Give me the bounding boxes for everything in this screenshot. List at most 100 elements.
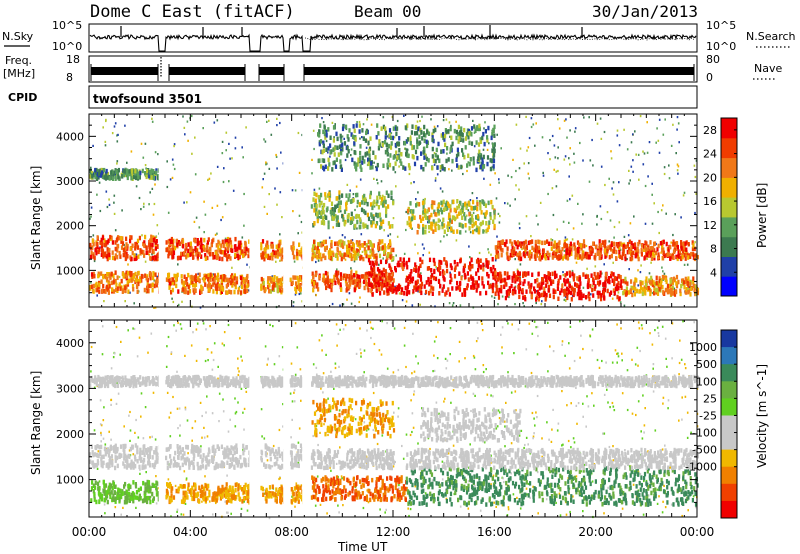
echo-cell	[346, 153, 349, 158]
echo-cell	[444, 133, 447, 139]
echo-cell	[511, 275, 514, 281]
echo-cell	[438, 259, 441, 265]
echo-cell	[337, 332, 340, 336]
echo-cell	[543, 240, 546, 245]
echo-cell	[115, 282, 118, 288]
echo-cell	[500, 252, 503, 258]
echo-cell	[386, 165, 389, 170]
echo-cell	[569, 163, 571, 166]
echo-cell	[541, 277, 544, 282]
echo-cell	[273, 250, 276, 256]
echo-cell	[379, 217, 382, 222]
echo-cell	[557, 281, 560, 286]
echo-cell	[108, 430, 110, 433]
echo-cell	[504, 202, 506, 205]
echo-cell	[171, 280, 175, 285]
echo-cell	[505, 290, 508, 295]
echo-cell	[551, 134, 554, 138]
echo-cell	[331, 278, 334, 284]
echo-cell	[176, 256, 180, 261]
echo-cell	[181, 300, 183, 303]
echo-cell	[503, 271, 506, 276]
echo-cell	[342, 124, 345, 129]
echo-cell	[197, 251, 200, 257]
echo-cell	[128, 171, 131, 177]
echo-cell	[183, 126, 186, 129]
echo-cell	[487, 125, 490, 131]
echo-cell	[179, 323, 182, 326]
echo-cell	[385, 149, 388, 155]
echo-cell	[266, 240, 269, 245]
echo-cell	[100, 440, 102, 443]
echo-cell	[335, 222, 338, 227]
echo-cell	[428, 230, 430, 233]
echo-cell	[201, 277, 204, 280]
echo-cell	[612, 272, 615, 277]
echo-cell	[409, 433, 412, 437]
echo-cell	[484, 203, 487, 208]
echo-cell	[683, 191, 686, 194]
echo-cell	[275, 260, 277, 263]
echo-cell	[667, 248, 670, 254]
echo-cell	[268, 119, 270, 122]
echo-cell	[506, 202, 509, 205]
echo-cell	[457, 124, 460, 130]
echo-cell	[335, 131, 338, 137]
echo-cell	[510, 391, 513, 394]
freq-band	[304, 67, 694, 75]
echo-cell	[165, 247, 168, 253]
echo-cell	[687, 289, 690, 295]
echo-cell	[634, 287, 637, 292]
echo-cell	[409, 141, 412, 146]
echo-cell	[386, 277, 389, 283]
echo-cell	[486, 264, 490, 269]
echo-cell	[437, 218, 440, 223]
echo-cell	[178, 407, 181, 410]
echo-cell	[137, 281, 140, 287]
echo-cell	[575, 475, 578, 478]
echo-cell	[694, 241, 696, 244]
echo-cell	[130, 168, 134, 173]
echo-cell	[571, 271, 574, 277]
echo-cell	[326, 276, 329, 281]
echo-cell	[332, 125, 336, 130]
echo-cell	[662, 133, 665, 136]
echo-cell	[101, 241, 104, 247]
echo-cell	[684, 367, 687, 370]
echo-cell	[190, 114, 193, 118]
echo-cell	[89, 285, 92, 290]
echo-cell	[326, 271, 329, 277]
echo-cell	[519, 263, 522, 266]
echo-cell	[676, 163, 679, 166]
echo-cell	[424, 162, 427, 167]
echo-cell	[576, 291, 579, 297]
echo-cell	[171, 248, 174, 253]
echo-cell	[323, 278, 326, 284]
echo-cell	[564, 281, 567, 287]
echo-cell	[543, 291, 546, 296]
echo-cell	[110, 280, 113, 286]
echo-cell	[184, 406, 187, 409]
echo-cell	[678, 419, 680, 422]
echo-cell	[476, 125, 479, 130]
echo-cell	[493, 268, 497, 273]
echo-cell	[413, 267, 416, 272]
echo-cell	[172, 254, 175, 259]
echo-cell	[618, 253, 621, 259]
echo-cell	[447, 215, 451, 221]
echo-cell	[653, 291, 656, 296]
echo-cell	[322, 215, 325, 221]
echo-cell	[624, 279, 627, 285]
echo-cell	[547, 275, 550, 281]
echo-cell	[94, 247, 97, 253]
echo-cell	[658, 231, 660, 235]
echo-cell	[696, 254, 699, 260]
echo-cell	[222, 250, 225, 255]
echo-cell	[96, 287, 99, 293]
echo-cell	[363, 279, 366, 285]
echo-cell	[381, 272, 384, 277]
echo-cell	[111, 255, 115, 261]
echo-cell	[653, 281, 656, 287]
echo-cell	[423, 284, 426, 289]
echo-cell	[679, 291, 682, 297]
